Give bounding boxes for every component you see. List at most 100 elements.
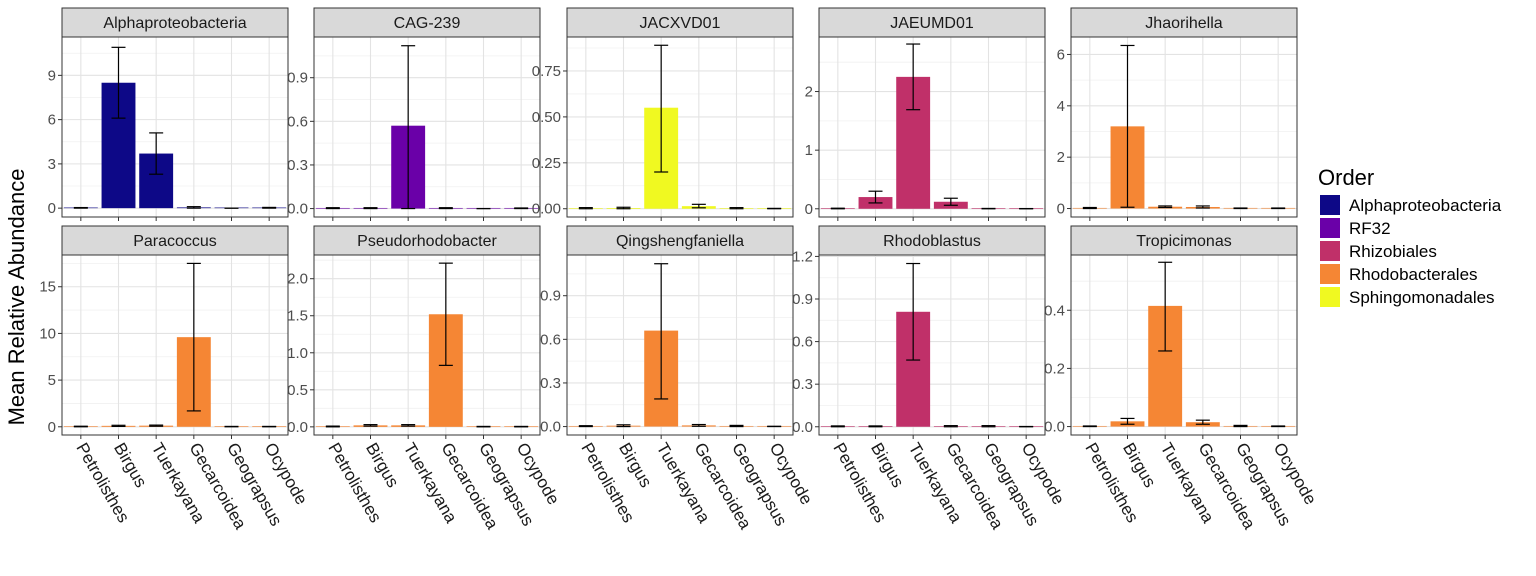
error-bar <box>325 425 340 428</box>
error-bar <box>578 425 593 428</box>
y-tick-label: 9 <box>48 67 56 84</box>
error-bar <box>943 425 958 428</box>
facet-panel-cag-239: CAG-239 0.0 0.3 0.6 0.9 <box>287 7 541 221</box>
panel-border <box>313 36 541 218</box>
error-bar <box>149 132 164 175</box>
y-tick-label: 0.6 <box>287 113 308 130</box>
panel-border <box>818 36 1046 218</box>
y-tick-label: 0.75 <box>532 63 561 80</box>
y-tick-label: 10 <box>39 325 56 342</box>
panel-border <box>313 254 541 436</box>
facet-title: CAG-239 <box>394 15 461 32</box>
legend-label: Rhodobacterales <box>1349 265 1478 284</box>
y-tick-label: 1.5 <box>287 308 308 325</box>
error-bar <box>906 262 921 361</box>
legend-item-rhizobiales: Rhizobiales <box>1320 241 1437 261</box>
y-tick-label: 0 <box>805 201 813 218</box>
facet-panel-jaeumd01: JAEUMD01 0 1 2 <box>805 7 1046 221</box>
facet-strip <box>1070 225 1298 256</box>
error-bar <box>363 424 378 427</box>
error-bar <box>868 190 883 204</box>
facet-strip <box>313 225 541 256</box>
panel-border <box>1070 254 1298 436</box>
error-bar <box>616 206 631 210</box>
error-bar <box>654 263 669 400</box>
y-tick-label: 0.25 <box>532 155 561 172</box>
error-bar <box>906 43 921 111</box>
facet-title: Qingshengfaniella <box>616 233 744 250</box>
y-tick-label: 1.0 <box>287 345 308 362</box>
panel-border <box>818 254 1046 436</box>
facet-title: JACXVD01 <box>640 15 721 32</box>
error-bar <box>616 424 631 428</box>
error-bar <box>363 207 378 210</box>
y-tick-label: 0.3 <box>287 157 308 174</box>
legend-label: Sphingomonadales <box>1349 288 1495 307</box>
legend-label: RF32 <box>1349 219 1391 238</box>
y-tick-label: 3 <box>48 156 56 173</box>
legend-item-sphingomonadales: Sphingomonadales <box>1320 287 1495 307</box>
error-bar <box>1158 205 1173 209</box>
error-bar <box>514 207 529 210</box>
panel-border <box>61 36 289 218</box>
error-bar <box>111 46 126 119</box>
facet-title: Alphaproteobacteria <box>103 15 246 32</box>
error-bar <box>691 423 706 427</box>
legend: Order Alphaproteobacteria RF32 Rhizobiales R… <box>1318 165 1502 307</box>
y-axis-label: Mean Relative Abundance <box>4 169 29 426</box>
y-tick-label: 15 <box>39 279 56 296</box>
y-tick-label: 0 <box>48 419 56 436</box>
y-tick-label: 0.0 <box>1044 419 1065 436</box>
y-tick-label: 2 <box>805 84 813 101</box>
panel-border <box>1070 36 1298 218</box>
y-tick-label: 0.9 <box>287 70 308 87</box>
y-tick-label: 0.6 <box>540 331 561 348</box>
legend-swatch <box>1320 218 1340 238</box>
plot-area <box>62 37 288 217</box>
error-bar <box>1271 425 1286 428</box>
error-bar <box>186 262 201 412</box>
facet-strip <box>818 225 1046 256</box>
error-bar <box>186 206 201 209</box>
error-bar <box>691 203 706 209</box>
error-bar <box>1082 425 1097 428</box>
y-tick-label: 2 <box>1057 149 1065 166</box>
error-bar <box>1195 205 1210 209</box>
panel-border <box>61 254 289 436</box>
y-tick-label: 0 <box>48 200 56 217</box>
facet-title: Tropicimonas <box>1136 233 1231 250</box>
y-tick-label: 0.9 <box>792 291 813 308</box>
facet-title: Jhaorihella <box>1145 15 1222 32</box>
y-tick-label: 0.0 <box>792 419 813 436</box>
facet-strip <box>61 7 289 38</box>
facet-strip <box>61 225 289 256</box>
x-tick-label: Birgus <box>615 440 656 491</box>
error-bar <box>729 424 744 428</box>
error-bar <box>1120 417 1135 425</box>
facet-panel-pseudorhodobacter: Pseudorhodobacter0.00.51.01.52.0Petrolis… <box>287 225 563 533</box>
y-tick-label: 1 <box>805 142 813 159</box>
plot-area <box>314 37 540 217</box>
error-bar <box>1195 419 1210 425</box>
y-tick-label: 0.5 <box>287 382 308 399</box>
legend-swatch <box>1320 195 1340 215</box>
error-bar <box>149 424 164 427</box>
facet-title: Rhodoblastus <box>883 233 981 250</box>
x-tick-label: Birgus <box>362 440 403 491</box>
y-tick-label: 2.0 <box>287 271 308 288</box>
plot-area <box>819 255 1045 435</box>
facet-panel-paracoccus: Paracoccus051015PetrolisthesBirgusTuerka… <box>39 225 311 533</box>
legend-item-rf32: RF32 <box>1320 218 1391 238</box>
facet-panel-rhodoblastus: Rhodoblastus0.00.30.60.91.2PetrolisthesB… <box>792 225 1068 533</box>
x-tick-label: Birgus <box>867 440 908 491</box>
y-tick-label: 0.0 <box>287 201 308 218</box>
panel-border <box>566 254 794 436</box>
error-bar <box>1233 207 1248 210</box>
facet-panel-tropicimonas: Tropicimonas0.00.20.4PetrolisthesBirgusT… <box>1044 225 1320 533</box>
y-tick-label: 1.2 <box>792 248 813 265</box>
error-bar <box>868 425 883 428</box>
plot-area <box>1071 255 1297 435</box>
x-tick-label: Birgus <box>1119 440 1160 491</box>
y-tick-label: 0.2 <box>1044 360 1065 377</box>
